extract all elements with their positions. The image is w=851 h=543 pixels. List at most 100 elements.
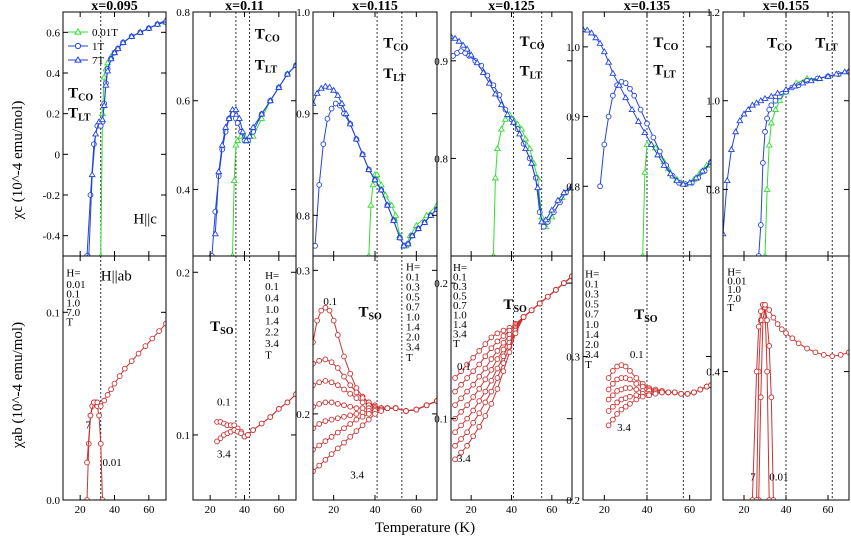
- x-tick-label: 60: [546, 504, 558, 516]
- data-point: [691, 389, 697, 396]
- data-point: [666, 170, 675, 177]
- data-point: [500, 327, 507, 334]
- data-point: [627, 85, 633, 92]
- data-point: [476, 361, 483, 368]
- data-point: [753, 368, 760, 375]
- annotation: 7.0: [727, 293, 741, 305]
- data-point: [97, 440, 104, 447]
- data-point: [832, 70, 840, 77]
- annotation: 1.4: [453, 319, 467, 331]
- series-7T: [723, 67, 849, 237]
- data-point: [421, 218, 429, 225]
- data-point: [353, 395, 360, 401]
- series-7T: [86, 16, 166, 256]
- legend: 0.01T 1T 7T: [68, 27, 118, 67]
- x-tick-label: 60: [823, 504, 835, 516]
- data-point: [258, 420, 265, 427]
- y-tick-label: 0.3: [566, 351, 580, 363]
- data-point: [322, 456, 329, 463]
- annotation: 0.01: [727, 275, 746, 287]
- data-point: [334, 382, 341, 389]
- y-axis-label-bottom: χab (10^-4 emu/mol): [10, 322, 26, 449]
- data-point: [458, 449, 464, 456]
- annotation: 1.0: [66, 298, 80, 310]
- annotation: 0.3: [585, 289, 599, 301]
- data-point: [464, 375, 470, 381]
- data-point: [114, 44, 122, 52]
- data-point: [414, 224, 422, 231]
- data-point: [459, 41, 467, 48]
- data-point: [328, 416, 335, 423]
- data-point: [610, 92, 616, 99]
- data-point: [633, 380, 640, 387]
- annotation: 0.1: [66, 288, 80, 300]
- data-point: [610, 416, 616, 423]
- x-tick-label: 40: [109, 504, 121, 516]
- data-point: [753, 497, 760, 500]
- legend-item: 7T: [68, 55, 105, 67]
- data-point: [494, 348, 501, 354]
- annotation: 0.1: [406, 271, 420, 283]
- data-point: [316, 379, 323, 386]
- annotation: 1.0: [453, 309, 467, 321]
- series-1T: [597, 78, 711, 190]
- data-point: [634, 117, 643, 124]
- data-point: [765, 141, 773, 148]
- data-point: [341, 413, 347, 420]
- data-point: [423, 402, 430, 409]
- data-point: [396, 234, 404, 241]
- data-point: [121, 365, 128, 372]
- series-line: [723, 70, 849, 234]
- data-point: [548, 206, 556, 213]
- data-point: [762, 301, 768, 308]
- data-point: [583, 26, 591, 33]
- data-point: [378, 408, 385, 414]
- data-point: [404, 240, 412, 247]
- x-tick-label: 40: [370, 504, 382, 516]
- data-point: [452, 375, 458, 381]
- data-point: [365, 416, 372, 423]
- data-point: [451, 32, 455, 39]
- data-point: [142, 343, 149, 349]
- data-point: [322, 418, 329, 424]
- data-point: [609, 69, 617, 76]
- data-point: [789, 335, 796, 342]
- legend-item: 0.01T: [68, 27, 118, 39]
- data-point: [641, 168, 649, 175]
- data-point: [568, 182, 572, 189]
- data-point: [476, 385, 483, 392]
- y-tick-label: 0.6: [46, 27, 60, 39]
- data-point: [353, 428, 360, 434]
- data-point: [755, 253, 762, 256]
- data-point: [266, 97, 274, 104]
- data-point: [347, 433, 354, 440]
- data-point: [322, 438, 329, 445]
- data-point: [520, 314, 527, 320]
- legend-item: 1T: [68, 41, 105, 53]
- data-point: [542, 216, 550, 223]
- data-point: [764, 115, 770, 122]
- data-point: [328, 105, 335, 112]
- data-point: [736, 117, 744, 124]
- data-point: [347, 421, 354, 427]
- data-point: [553, 287, 559, 293]
- y-tick-label: 0.8: [296, 210, 310, 222]
- y-tick-label: 0.1: [176, 430, 190, 442]
- data-point: [610, 392, 616, 399]
- data-point: [163, 320, 166, 327]
- data-point: [770, 314, 777, 321]
- annotation: TCO: [520, 34, 545, 52]
- annotation: 1.4: [406, 322, 420, 334]
- data-point: [359, 150, 367, 157]
- data-point: [522, 144, 530, 152]
- data-point: [763, 185, 771, 192]
- data-point: [464, 388, 470, 395]
- data-point: [246, 132, 254, 139]
- data-point: [452, 442, 458, 449]
- y-tick-label: 0: [55, 149, 61, 161]
- data-point: [334, 415, 341, 422]
- panel-bottom-3: 0.20.320 40 600.1TSOH=0.10.30.50.71.01.42.…: [296, 255, 438, 516]
- annotation: TLT: [255, 58, 278, 76]
- data-point: [283, 70, 292, 77]
- data-point: [816, 74, 824, 81]
